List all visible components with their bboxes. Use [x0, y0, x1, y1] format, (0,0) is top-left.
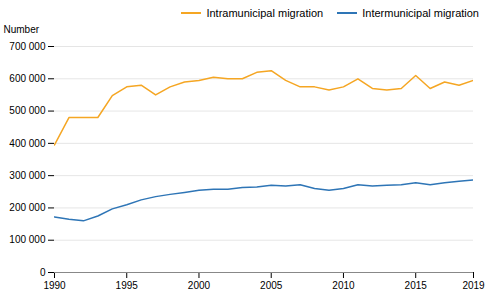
svg-text:0: 0: [40, 267, 46, 278]
svg-text:2010: 2010: [332, 280, 355, 291]
svg-text:2015: 2015: [405, 280, 428, 291]
svg-text:Number: Number: [4, 24, 40, 35]
svg-text:300 000: 300 000: [9, 170, 46, 181]
html-text:Intermunicipal migration: Intermunicipal migration: [362, 7, 479, 19]
svg-text:200 000: 200 000: [9, 202, 46, 213]
svg-text:2000: 2000: [188, 280, 211, 291]
svg-text:2019: 2019: [462, 280, 485, 291]
svg-text:600 000: 600 000: [9, 73, 46, 84]
svg-text:400 000: 400 000: [9, 138, 46, 149]
svg-text:700 000: 700 000: [9, 41, 46, 52]
svg-text:100 000: 100 000: [9, 234, 46, 245]
svg-text:500 000: 500 000: [9, 105, 46, 116]
html-text:Intramunicipal migration: Intramunicipal migration: [206, 7, 324, 19]
svg-text:1995: 1995: [116, 280, 139, 291]
svg-text:2005: 2005: [260, 280, 283, 291]
svg-text:1990: 1990: [43, 280, 66, 291]
